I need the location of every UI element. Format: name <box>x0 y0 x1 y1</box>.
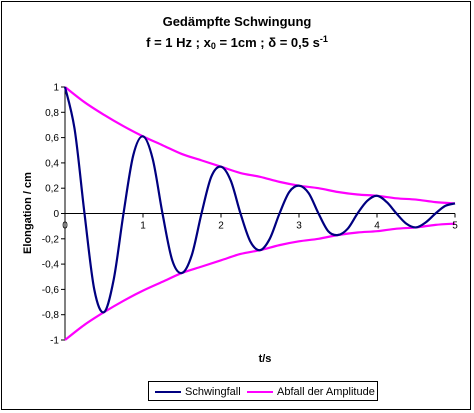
chart-subtitle: f = 1 Hz ; x0 = 1cm ; δ = 0,5 s-1 <box>0 34 474 51</box>
x-tick-label: 5 <box>452 221 458 232</box>
y-tick-label: -1 <box>50 336 59 347</box>
legend-label-amplitude: Abfall der Amplitude <box>277 386 375 398</box>
series-line-schwingfall <box>63 86 456 314</box>
y-tick-label: -0,6 <box>42 285 60 296</box>
legend-item-schwingfall: Schwingfall <box>155 384 241 400</box>
x-tick-label: 3 <box>296 221 302 232</box>
x-axis-title: t/s <box>259 353 272 365</box>
y-tick-label: 0,8 <box>45 108 59 119</box>
legend-item-amplitude: Abfall der Amplitude <box>247 384 375 400</box>
y-tick-label: 0,6 <box>45 133 59 144</box>
y-tick-label: -0,2 <box>42 234 60 245</box>
y-tick-label: 0 <box>53 209 59 220</box>
legend-label-schwingfall: Schwingfall <box>185 386 241 398</box>
legend: Schwingfall Abfall der Amplitude <box>148 381 378 401</box>
x-tick-label: 0 <box>62 221 68 232</box>
x-tick-label: 1 <box>140 221 146 232</box>
y-tick-label: 1 <box>53 83 59 94</box>
y-tick-label: -0,4 <box>42 260 60 271</box>
chart-title: Gedämpfte Schwingung <box>162 14 312 29</box>
y-tick-label: 0,2 <box>45 184 59 195</box>
axes-layer <box>61 86 456 341</box>
subtitle-superscript: -1 <box>319 34 328 44</box>
y-tick-label: -0,8 <box>42 310 60 321</box>
x-tick-label: 2 <box>218 221 224 232</box>
labels-layer: 10,80,60,40,20-0,2-0,4-0,6-0,8-10 1 2 3 4 5 <box>42 83 458 347</box>
series-line-amplitude-negative <box>64 222 456 341</box>
subtitle-part2: = 1cm ; δ = 0,5 s <box>215 35 320 50</box>
subtitle-subscript: 0 <box>210 41 216 51</box>
series-layer <box>63 86 456 341</box>
y-tick-label: 0,4 <box>45 158 59 169</box>
subtitle-part1: f = 1 Hz ; x <box>146 35 211 50</box>
y-axis-title: Elongation / cm <box>22 172 34 254</box>
legend-swatch-schwingfall <box>155 391 181 393</box>
legend-swatch-amplitude <box>247 391 273 393</box>
x-tick-label: 4 <box>374 221 380 232</box>
series-line-amplitude <box>64 86 456 205</box>
